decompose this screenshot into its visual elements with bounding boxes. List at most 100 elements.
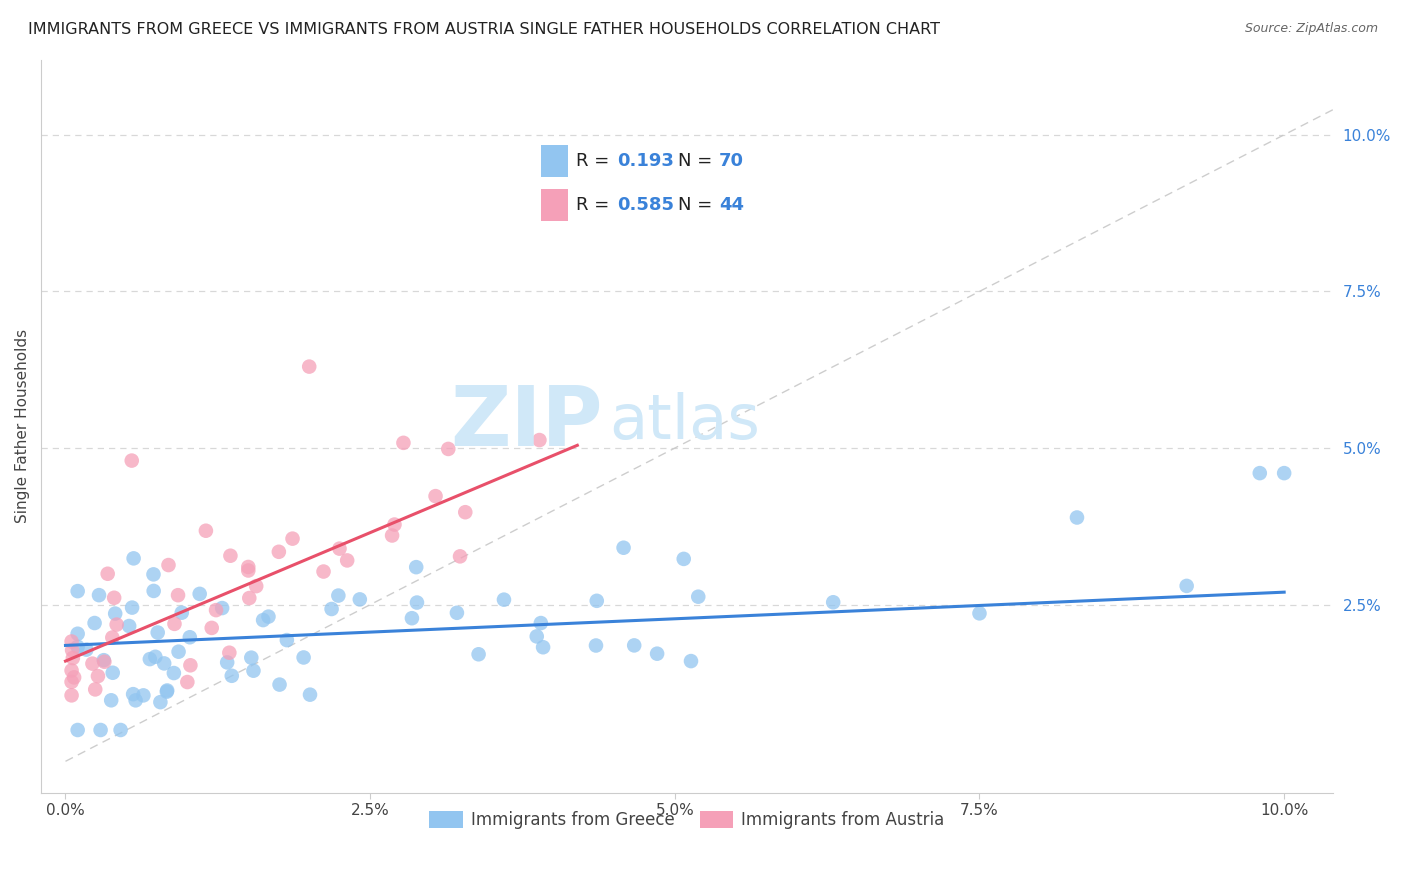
Point (1175, 579, 1198, 593)
Point (401, 611, 423, 625)
Point (146, 625, 169, 640)
Point (1272, 466, 1295, 480)
Point (110, 723, 132, 737)
Point (242, 664, 264, 678)
Point (66, 640, 89, 654)
Point (406, 596, 429, 610)
Point (467, 647, 489, 661)
Point (84, 682, 107, 697)
Point (679, 654, 702, 668)
Text: R =: R = (576, 153, 616, 170)
Point (63, 670, 86, 684)
Point (437, 442, 460, 456)
Point (176, 675, 198, 690)
Point (163, 616, 186, 631)
Point (101, 631, 124, 645)
Point (132, 689, 155, 703)
Point (188, 587, 211, 601)
Point (449, 549, 471, 564)
Point (405, 560, 427, 574)
Text: ZIP: ZIP (450, 382, 603, 463)
Point (269, 677, 291, 691)
Point (969, 607, 991, 621)
Point (122, 551, 145, 566)
Point (122, 687, 145, 701)
Point (66, 584, 89, 599)
Text: 0.585: 0.585 (617, 196, 675, 214)
Point (142, 567, 165, 582)
Point (60, 664, 83, 678)
Point (87, 588, 110, 602)
Point (201, 621, 224, 635)
Text: 0.193: 0.193 (617, 153, 675, 170)
Point (492, 592, 515, 607)
Point (336, 553, 359, 567)
Point (328, 541, 350, 556)
Point (87, 669, 110, 683)
Point (585, 639, 607, 653)
Point (645, 647, 668, 661)
Point (267, 545, 290, 559)
Point (149, 695, 172, 709)
Text: R =: R = (576, 196, 616, 214)
Y-axis label: Single Father Households: Single Father Households (15, 329, 30, 524)
Point (688, 590, 710, 604)
Point (170, 606, 193, 620)
Point (97, 566, 120, 581)
Point (281, 532, 304, 546)
Point (245, 579, 267, 593)
Point (392, 435, 415, 450)
Point (153, 657, 176, 671)
Text: N =: N = (678, 196, 718, 214)
Point (526, 629, 548, 643)
Point (90, 723, 112, 737)
Point (104, 607, 127, 621)
Point (446, 606, 468, 620)
FancyBboxPatch shape (541, 145, 568, 178)
Point (531, 640, 554, 655)
Point (60, 674, 83, 689)
Point (100, 693, 122, 707)
Text: 70: 70 (718, 153, 744, 170)
Point (93, 653, 115, 667)
Point (1066, 510, 1088, 524)
Point (425, 489, 447, 503)
FancyBboxPatch shape (541, 189, 568, 221)
Point (66, 626, 89, 640)
Point (529, 433, 551, 447)
Point (103, 591, 125, 605)
Text: atlas: atlas (609, 392, 761, 452)
Point (349, 592, 371, 607)
Point (156, 683, 179, 698)
Point (585, 594, 607, 608)
Point (384, 517, 406, 532)
Point (219, 549, 242, 563)
Point (167, 645, 190, 659)
Point (142, 583, 165, 598)
Point (298, 688, 321, 702)
Point (613, 541, 636, 555)
Point (221, 669, 243, 683)
Point (276, 633, 298, 648)
Point (672, 552, 695, 566)
Point (60, 643, 83, 657)
Point (312, 565, 335, 579)
Point (257, 609, 280, 624)
Point (139, 652, 162, 666)
Point (298, 359, 321, 374)
Point (167, 588, 190, 602)
Point (530, 615, 553, 630)
Point (66, 723, 89, 737)
Point (823, 595, 845, 609)
Point (179, 630, 201, 644)
Point (381, 528, 404, 542)
Point (62, 651, 84, 665)
Point (60, 634, 83, 648)
Point (1249, 466, 1271, 480)
Point (143, 649, 166, 664)
Point (217, 656, 239, 670)
Text: N =: N = (678, 153, 718, 170)
Text: Source: ZipAtlas.com: Source: ZipAtlas.com (1244, 22, 1378, 36)
Point (83, 615, 105, 630)
Point (328, 589, 350, 603)
